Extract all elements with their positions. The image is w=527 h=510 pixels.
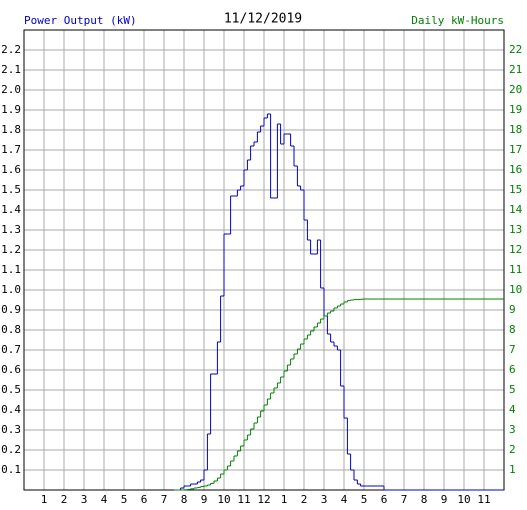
y-tick-label: 1.7 <box>1 143 21 156</box>
x-tick-label: 2 <box>301 493 308 506</box>
y2-tick-label: 16 <box>509 163 522 176</box>
y-tick-label: 1.2 <box>1 243 21 256</box>
y-tick-label: 0.5 <box>1 383 21 396</box>
x-tick-label: 5 <box>121 493 128 506</box>
y-tick-label: 1.9 <box>1 103 21 116</box>
y2-tick-label: 17 <box>509 143 522 156</box>
y-tick-label: 1.4 <box>1 203 21 216</box>
y-tick-label: 1.6 <box>1 163 21 176</box>
y2-tick-label: 11 <box>509 263 522 276</box>
y-tick-label: 0.6 <box>1 363 21 376</box>
y2-tick-label: 15 <box>509 183 522 196</box>
y2-tick-label: 22 <box>509 43 522 56</box>
x-tick-label: 7 <box>161 493 168 506</box>
y-tick-label: 2.0 <box>1 83 21 96</box>
y-tick-label: 1.8 <box>1 123 21 136</box>
x-tick-label: 8 <box>181 493 188 506</box>
y-tick-label: 2.2 <box>1 43 21 56</box>
x-tick-label: 9 <box>201 493 208 506</box>
x-tick-label: 12 <box>257 493 270 506</box>
y2-tick-label: 5 <box>509 383 516 396</box>
y-tick-label: 0.7 <box>1 343 21 356</box>
y2-tick-label: 14 <box>509 203 523 216</box>
chart-title: 11/12/2019 <box>224 12 302 27</box>
x-tick-label: 9 <box>441 493 448 506</box>
y2-tick-label: 13 <box>509 223 522 236</box>
y2-tick-label: 18 <box>509 123 522 136</box>
y2-tick-label: 20 <box>509 83 522 96</box>
y2-tick-label: 10 <box>509 283 522 296</box>
y2-tick-label: 12 <box>509 243 522 256</box>
y-tick-label: 1.3 <box>1 223 21 236</box>
y-tick-label: 0.2 <box>1 443 21 456</box>
y2-tick-label: 6 <box>509 363 516 376</box>
x-tick-label: 1 <box>281 493 288 506</box>
y-tick-label: 0.4 <box>1 403 21 416</box>
x-tick-label: 5 <box>361 493 368 506</box>
plot-frame <box>23 29 505 491</box>
y-tick-label: 0.8 <box>1 323 21 336</box>
y-tick-label: 0.9 <box>1 303 21 316</box>
y-tick-label: 0.1 <box>1 463 21 476</box>
y2-tick-label: 21 <box>509 63 522 76</box>
x-tick-label: 10 <box>217 493 230 506</box>
x-tick-label: 7 <box>401 493 408 506</box>
y2-tick-label: 4 <box>509 403 516 416</box>
y-axis-label: Power Output (kW) <box>24 14 137 27</box>
x-tick-label: 6 <box>141 493 148 506</box>
y2-tick-label: 7 <box>509 343 516 356</box>
y2-tick-label: 3 <box>509 423 516 436</box>
x-tick-label: 4 <box>101 493 108 506</box>
x-tick-label: 6 <box>381 493 388 506</box>
y2-tick-label: 1 <box>509 463 516 476</box>
y-tick-label: 2.1 <box>1 63 21 76</box>
y-tick-label: 1.5 <box>1 183 21 196</box>
y-tick-label: 1.0 <box>1 283 21 296</box>
x-tick-label: 10 <box>457 493 470 506</box>
y-tick-label: 1.1 <box>1 263 21 276</box>
x-tick-label: 11 <box>477 493 490 506</box>
x-tick-label: 11 <box>237 493 250 506</box>
y2-tick-label: 2 <box>509 443 516 456</box>
x-tick-label: 3 <box>321 493 328 506</box>
y-tick-label: 0.3 <box>1 423 21 436</box>
x-tick-label: 8 <box>421 493 428 506</box>
y2-axis-label: Daily kW-Hours <box>411 14 504 27</box>
y2-tick-label: 8 <box>509 323 516 336</box>
x-tick-label: 1 <box>41 493 48 506</box>
x-tick-label: 4 <box>341 493 348 506</box>
x-tick-label: 2 <box>61 493 68 506</box>
y2-tick-label: 9 <box>509 303 516 316</box>
x-tick-label: 3 <box>81 493 88 506</box>
y2-tick-label: 19 <box>509 103 522 116</box>
